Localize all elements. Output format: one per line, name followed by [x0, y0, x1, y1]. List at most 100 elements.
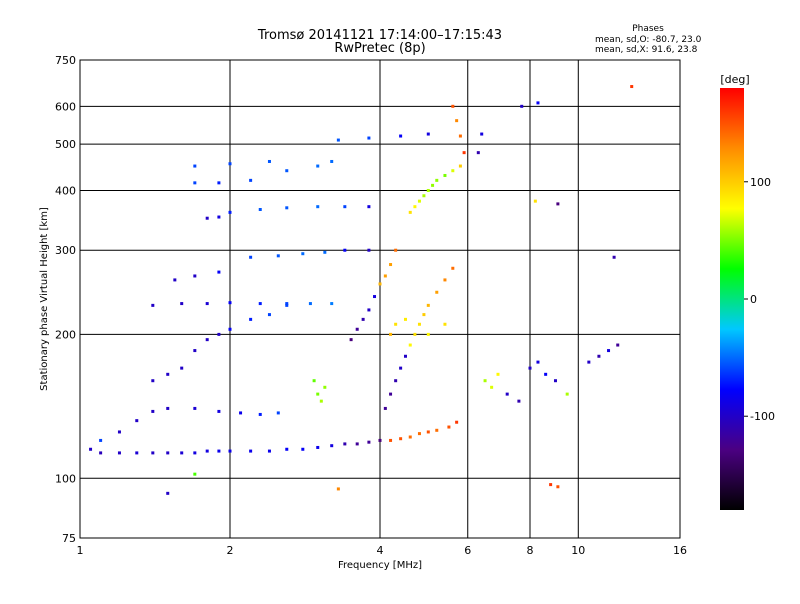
data-point — [117, 451, 121, 455]
data-point — [285, 169, 289, 173]
data-point — [536, 360, 540, 364]
data-point — [476, 151, 480, 155]
data-point — [330, 444, 334, 448]
data-point — [285, 447, 289, 451]
data-point — [323, 250, 327, 254]
data-point — [408, 435, 412, 439]
data-point — [312, 379, 316, 383]
x-tick-label: 2 — [227, 544, 234, 557]
data-point — [443, 322, 447, 326]
data-point — [443, 278, 447, 282]
x-tick-label: 16 — [673, 544, 687, 557]
data-point — [556, 485, 560, 489]
data-point — [117, 430, 121, 434]
data-point — [151, 379, 155, 383]
data-point — [367, 308, 371, 312]
x-tick-label: 4 — [377, 544, 384, 557]
data-point — [258, 412, 262, 416]
data-point — [228, 301, 232, 305]
data-point — [528, 366, 532, 370]
colorbar-label: [deg] — [720, 73, 749, 86]
data-point — [399, 134, 403, 138]
data-point — [378, 438, 382, 442]
colorbar-ticks: 100 0 -100 — [744, 176, 775, 423]
x-tick-label: 6 — [464, 544, 471, 557]
data-point — [205, 302, 209, 306]
data-point — [343, 205, 347, 209]
data-point — [587, 360, 591, 364]
phases-legend-x: mean, sd,X: 91.6, 23.8 — [595, 45, 698, 55]
data-point — [607, 349, 611, 353]
data-point — [435, 178, 439, 182]
data-point — [451, 104, 455, 108]
data-point — [394, 248, 398, 252]
data-point — [565, 392, 569, 396]
data-point — [373, 295, 377, 299]
grid-lines — [80, 60, 680, 538]
data-point — [536, 101, 540, 105]
data-point — [258, 208, 262, 212]
data-point — [443, 173, 447, 177]
data-point — [205, 338, 209, 342]
data-point — [556, 202, 560, 206]
data-point — [361, 317, 365, 321]
data-point — [249, 255, 253, 259]
data-point — [343, 248, 347, 252]
data-point — [520, 104, 524, 108]
data-point — [403, 354, 407, 358]
x-tick-label: 8 — [527, 544, 534, 557]
y-tick-label: 750 — [55, 54, 76, 67]
data-point — [480, 132, 484, 136]
data-point — [435, 428, 439, 432]
y-axis-ticks: 75 100 200 300 400 500 600 750 — [55, 54, 76, 545]
y-tick-label: 600 — [55, 100, 76, 113]
data-point — [426, 332, 430, 336]
data-point — [193, 451, 197, 455]
data-point — [389, 438, 393, 442]
data-point — [193, 181, 197, 185]
data-point — [399, 437, 403, 441]
data-point — [426, 132, 430, 136]
data-point — [316, 164, 320, 168]
data-point — [151, 409, 155, 413]
data-point — [367, 440, 371, 444]
data-point — [166, 491, 170, 495]
data-point — [549, 483, 553, 487]
data-point — [417, 432, 421, 436]
data-point — [166, 451, 170, 455]
data-point — [323, 385, 327, 389]
data-point — [483, 379, 487, 383]
plot-frame — [79, 59, 681, 539]
data-point — [349, 338, 353, 342]
data-point — [496, 372, 500, 376]
data-point — [458, 164, 462, 168]
data-point — [553, 379, 557, 383]
data-point — [383, 406, 387, 410]
data-point — [435, 290, 439, 294]
data-point — [228, 210, 232, 214]
data-point — [490, 385, 494, 389]
data-point — [367, 248, 371, 252]
data-point — [316, 445, 320, 449]
data-point — [455, 119, 459, 123]
data-point — [330, 302, 334, 306]
y-tick-label: 75 — [62, 532, 76, 545]
colorbar-tick-label: 100 — [750, 176, 771, 189]
data-point — [249, 317, 253, 321]
data-point — [394, 379, 398, 383]
colorbar-tick-label: 0 — [750, 293, 757, 306]
data-point — [228, 162, 232, 166]
data-point — [267, 449, 271, 453]
data-point — [193, 472, 197, 476]
data-point — [462, 151, 466, 155]
data-point — [205, 449, 209, 453]
data-point — [533, 199, 537, 203]
data-point — [426, 430, 430, 434]
data-point — [367, 205, 371, 209]
colorbar-tick-label: -100 — [750, 410, 775, 423]
data-point — [451, 169, 455, 173]
data-point — [336, 138, 340, 142]
data-point — [517, 399, 521, 403]
data-point — [135, 419, 139, 423]
